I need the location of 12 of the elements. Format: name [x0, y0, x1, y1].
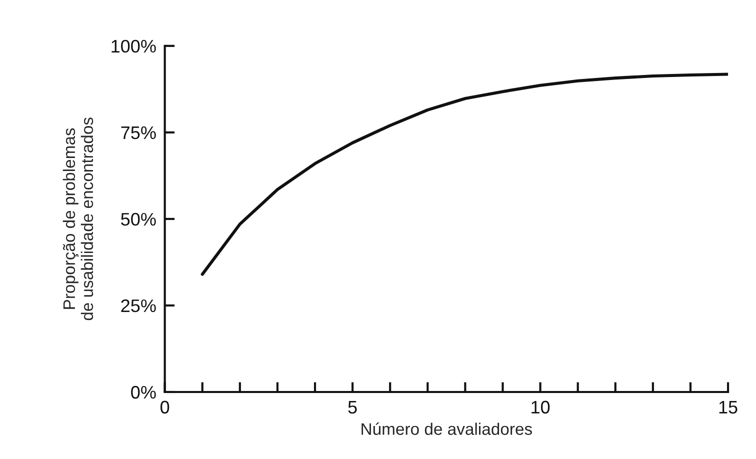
y-axis-title: Proporção de problemas de usabilidade encontrados	[62, 118, 94, 320]
line-series	[200, 72, 728, 276]
y-tick-label: 100%	[112, 40, 156, 53]
x-tick-label: 0	[160, 400, 170, 414]
x-tick-label: 10	[532, 400, 550, 414]
y-tick-label: 75%	[121, 126, 156, 140]
y-tick-label: 25%	[121, 299, 156, 312]
x-tick-label: 15	[719, 400, 738, 414]
x-tick-label: 5	[348, 400, 357, 414]
y-tick-label: 0%	[131, 386, 156, 399]
x-axis-title: Número de avaliadores	[362, 422, 532, 435]
y-tick-label: 50%	[121, 212, 156, 226]
